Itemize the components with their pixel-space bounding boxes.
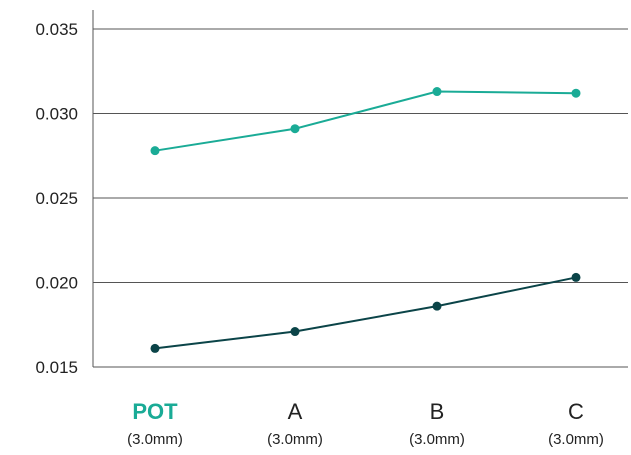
x-tick-sublabel: (3.0mm) bbox=[548, 431, 604, 448]
data-point bbox=[432, 87, 442, 97]
series-line bbox=[154, 90, 577, 152]
y-tick-label: 0.030 bbox=[35, 105, 78, 124]
y-tick-label: 0.025 bbox=[35, 189, 78, 208]
y-tick-label: 0.020 bbox=[35, 274, 78, 293]
data-point bbox=[571, 88, 581, 98]
y-tick-label: 0.015 bbox=[35, 358, 78, 377]
x-tick-label: C bbox=[568, 399, 584, 424]
data-point bbox=[432, 301, 442, 311]
data-point bbox=[290, 327, 300, 337]
x-tick-label: A bbox=[288, 399, 303, 424]
data-point bbox=[150, 343, 160, 353]
series-lines bbox=[150, 87, 581, 353]
x-tick-sublabel: (3.0mm) bbox=[127, 431, 183, 448]
x-tick-sublabel: (3.0mm) bbox=[409, 431, 465, 448]
x-tick-label: POT bbox=[132, 399, 178, 424]
data-point bbox=[571, 272, 581, 282]
y-tick-labels: 0.015 0.020 0.025 0.030 0.035 bbox=[35, 20, 78, 377]
data-point bbox=[290, 124, 300, 134]
x-tick-label: B bbox=[430, 399, 445, 424]
gridlines bbox=[93, 28, 628, 368]
x-tick-labels: POT (3.0mm) A (3.0mm) B (3.0mm) C (3.0mm) bbox=[127, 399, 604, 448]
series-1 bbox=[150, 87, 581, 156]
series-2 bbox=[150, 272, 581, 353]
y-tick-label: 0.035 bbox=[35, 20, 78, 39]
data-point bbox=[150, 146, 160, 156]
series-line bbox=[154, 276, 577, 350]
x-tick-sublabel: (3.0mm) bbox=[267, 431, 323, 448]
